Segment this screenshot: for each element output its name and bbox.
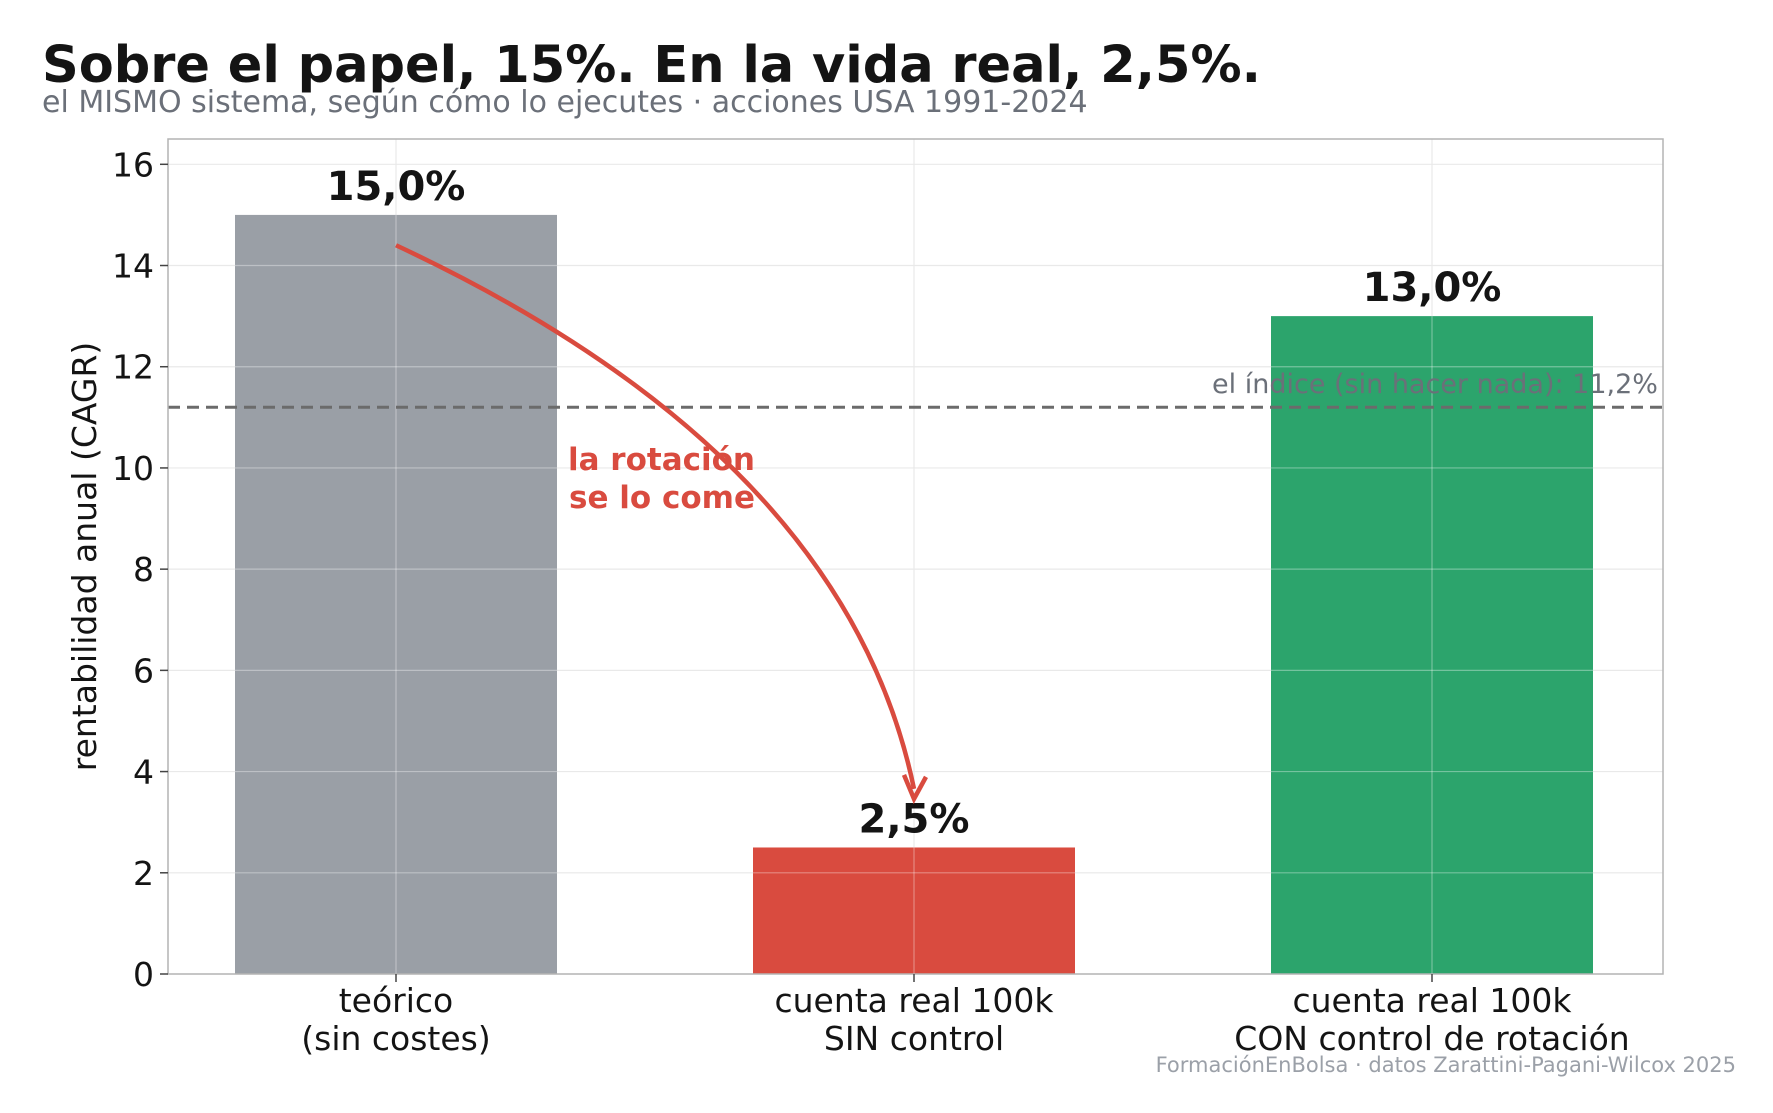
y-axis: 0 2 4 6 8 10 12 14 16 bbox=[112, 145, 168, 994]
data-label-2: 2,5% bbox=[859, 796, 970, 842]
data-label-1: 15,0% bbox=[327, 164, 466, 210]
plot-area: el índice (sin hacer nada): 11,2% 15,0% 2,… bbox=[65, 138, 1664, 1058]
y-tick-label: 4 bbox=[133, 753, 154, 792]
annotation-text: la rotación se lo come bbox=[568, 442, 755, 516]
y-tick-label: 16 bbox=[112, 145, 154, 184]
x-tick-label-line: cuenta real 100k bbox=[1292, 981, 1572, 1020]
y-axis-label: rentabilidad anual (CAGR) bbox=[65, 342, 104, 772]
gridlines-over-bars bbox=[235, 214, 1593, 974]
bar-2 bbox=[753, 847, 1075, 974]
chart-subtitle: el MISMO sistema, según cómo lo ejecutes… bbox=[42, 85, 1088, 120]
y-tick-label: 2 bbox=[133, 854, 154, 893]
annotation-text-line: la rotación bbox=[568, 442, 755, 478]
x-tick-label-line: CON control de rotación bbox=[1234, 1019, 1629, 1058]
chart-title: Sobre el papel, 15%. En la vida real, 2,… bbox=[42, 36, 1261, 95]
annotation-arrowhead bbox=[901, 774, 928, 805]
plot-frame bbox=[167, 138, 1664, 975]
x-tick-label-line: (sin costes) bbox=[301, 1019, 490, 1058]
x-tick-label: cuenta real 100k SIN control bbox=[774, 981, 1054, 1058]
bar-1 bbox=[235, 214, 557, 975]
x-axis: teórico (sin costes)cuenta real 100k SIN c… bbox=[301, 974, 1630, 1058]
y-tick-label: 14 bbox=[112, 247, 154, 286]
x-tick-label-line: cuenta real 100k bbox=[774, 981, 1054, 1020]
x-tick-label-line: SIN control bbox=[824, 1019, 1004, 1058]
x-tick-label-line: teórico bbox=[339, 981, 454, 1020]
x-tick-label: cuenta real 100k CON control de rotación bbox=[1234, 981, 1629, 1058]
data-label-3: 13,0% bbox=[1363, 265, 1502, 311]
source-note: FormaciónEnBolsa · datos Zarattini-Pagan… bbox=[1156, 1053, 1736, 1077]
annotation-text-line: se lo come bbox=[569, 480, 755, 516]
y-tick-label: 8 bbox=[133, 550, 154, 589]
y-tick-label: 6 bbox=[133, 651, 154, 690]
y-tick-label: 10 bbox=[112, 449, 154, 488]
bar-3 bbox=[1271, 316, 1593, 974]
y-tick-label: 0 bbox=[133, 955, 154, 994]
annotation-arrow bbox=[395, 243, 917, 790]
reference-line-label: el índice (sin hacer nada): 11,2% bbox=[1212, 369, 1658, 400]
y-tick-label: 12 bbox=[112, 348, 154, 387]
x-tick-label: teórico (sin costes) bbox=[301, 981, 490, 1058]
